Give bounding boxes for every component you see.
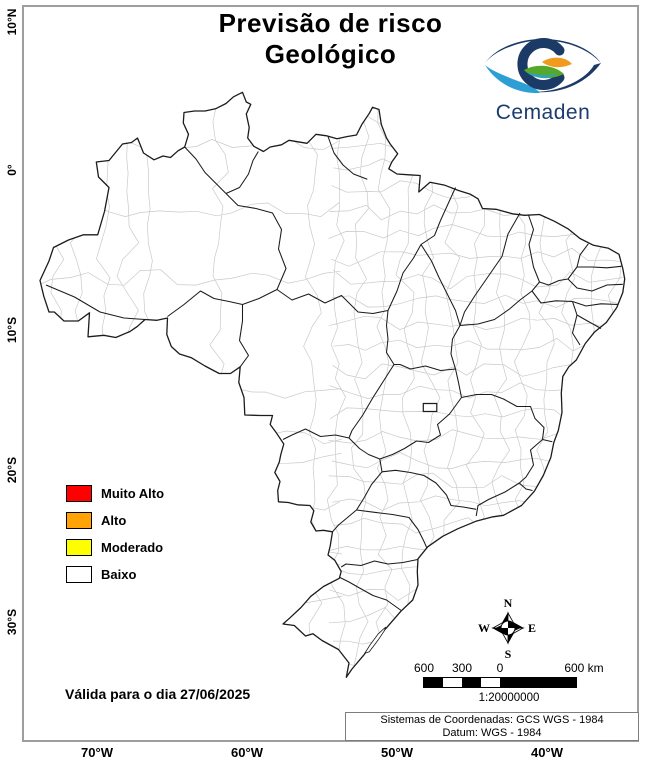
compass-east-label: E [528,621,536,635]
page-title: Previsão de risco Geológico [22,8,639,70]
lat-label-0: 0° [5,164,19,176]
coordinate-system-box: Sistemas de Coordenadas: GCS WGS - 1984 … [345,712,639,741]
scale-ratio: 1:20000000 [478,692,540,704]
title-line-1: Previsão de risco [218,8,443,38]
datum-line: Datum: WGS - 1984 [442,727,542,739]
scale-tick-600: 600 [413,661,435,675]
legend-label-alto: Alto [101,513,127,528]
legend-item-alto: Alto [66,512,164,529]
lon-label-70w: 70°W [81,745,113,760]
scale-tick-end: 600 km [564,661,604,675]
title-line-2: Geológico [264,39,397,69]
cemaden-eye-icon [485,38,601,94]
scale-bar-segment [462,678,481,687]
scale-bar-segment [500,678,576,687]
lat-label-10s: 10°S [5,316,19,344]
compass-rose-icon: N S W E [478,596,536,661]
legend-swatch-alto [66,512,92,529]
legend-label-muito-alto: Muito Alto [101,486,165,501]
legend-item-moderado: Moderado [66,539,164,556]
coordinate-system-line: Sistemas de Coordenadas: GCS WGS - 1984 [380,714,604,726]
brazil-fill [40,92,625,678]
lat-label-30s: 30°S [5,608,19,636]
lon-label-50w: 50°W [381,745,413,760]
risk-legend: Muito Alto Alto Moderado Baixo [66,485,164,593]
compass-south-label: S [505,647,512,661]
scale-bar-segment [443,678,462,687]
lagoa-dos-patos [363,626,387,655]
cemaden-logo: Cemaden [468,24,618,125]
validity-date: Válida para o dia 27/06/2025 [65,686,251,702]
legend-swatch-moderado [66,539,92,556]
scale-bar-segment [424,678,443,687]
cemaden-logo-text: Cemaden [495,101,591,124]
legend-swatch-muito-alto [66,485,92,502]
compass-west-label: W [478,621,490,635]
scale-tick-300: 300 [451,661,473,675]
distrito-federal-outline [422,402,438,413]
lon-label-60w: 60°W [231,745,263,760]
legend-label-baixo: Baixo [101,567,137,582]
legend-item-muito-alto: Muito Alto [66,485,164,502]
scale-bar [423,677,577,688]
scale-bar-segment [481,678,500,687]
lat-label-20s: 20°S [5,456,19,484]
state-borders [45,136,623,611]
lat-label-10n: 10°N [5,8,19,36]
compass-north-label: N [504,596,513,610]
legend-item-baixo: Baixo [66,566,164,583]
legend-label-moderado: Moderado [101,540,164,555]
country-outline [39,91,626,678]
lon-label-40w: 40°W [531,745,563,760]
legend-swatch-baixo [66,566,92,583]
scale-tick-0: 0 [496,661,504,675]
